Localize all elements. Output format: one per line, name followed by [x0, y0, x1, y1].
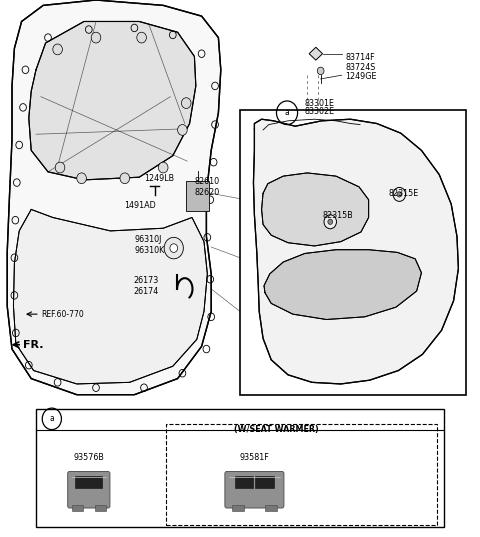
Bar — [166, 424, 437, 525]
Polygon shape — [264, 250, 421, 320]
Bar — [36, 409, 444, 527]
Text: a: a — [285, 108, 289, 117]
Bar — [232, 505, 244, 511]
Circle shape — [397, 192, 402, 197]
Circle shape — [324, 215, 336, 229]
Polygon shape — [262, 173, 369, 246]
Text: 96310J
96310K: 96310J 96310K — [134, 235, 165, 256]
Circle shape — [178, 125, 187, 135]
Polygon shape — [29, 21, 196, 180]
Circle shape — [137, 32, 146, 43]
FancyBboxPatch shape — [68, 471, 110, 508]
Bar — [186, 181, 209, 211]
Text: REF.60-770: REF.60-770 — [41, 310, 84, 318]
Text: 83714F: 83714F — [346, 54, 375, 62]
FancyBboxPatch shape — [225, 471, 284, 508]
Text: 1491AD: 1491AD — [124, 201, 156, 209]
Text: 83301E: 83301E — [305, 99, 335, 107]
Text: FR.: FR. — [23, 340, 44, 350]
Circle shape — [328, 219, 333, 224]
Bar — [265, 505, 276, 511]
Polygon shape — [309, 47, 323, 60]
Bar — [95, 505, 106, 511]
Circle shape — [317, 67, 324, 75]
Circle shape — [158, 162, 168, 173]
Circle shape — [170, 244, 178, 252]
Circle shape — [181, 98, 191, 108]
Text: 82315E: 82315E — [389, 189, 419, 198]
Bar — [72, 505, 83, 511]
Text: 82610
82620: 82610 82620 — [194, 177, 220, 197]
Text: 1249LB: 1249LB — [144, 174, 174, 183]
Text: 83724S: 83724S — [346, 63, 376, 71]
Circle shape — [91, 32, 101, 43]
Circle shape — [77, 173, 86, 184]
Bar — [75, 476, 102, 488]
Text: 26173
26174: 26173 26174 — [133, 275, 159, 296]
Bar — [255, 476, 274, 488]
Circle shape — [53, 44, 62, 55]
Polygon shape — [7, 0, 221, 395]
Text: (W/SEAT WARMER): (W/SEAT WARMER) — [234, 425, 318, 434]
Text: 93581F: 93581F — [240, 453, 269, 462]
Polygon shape — [13, 209, 207, 384]
Bar — [235, 476, 253, 488]
Circle shape — [55, 162, 65, 173]
Text: 83302E: 83302E — [305, 107, 335, 116]
Circle shape — [164, 237, 183, 259]
Polygon shape — [253, 119, 458, 384]
Circle shape — [120, 173, 130, 184]
Text: a: a — [49, 415, 54, 423]
Circle shape — [393, 187, 406, 201]
Text: 93576B: 93576B — [73, 453, 104, 462]
Text: 1249GE: 1249GE — [346, 72, 377, 81]
Text: 82315B: 82315B — [323, 212, 353, 220]
Bar — [240, 110, 466, 395]
